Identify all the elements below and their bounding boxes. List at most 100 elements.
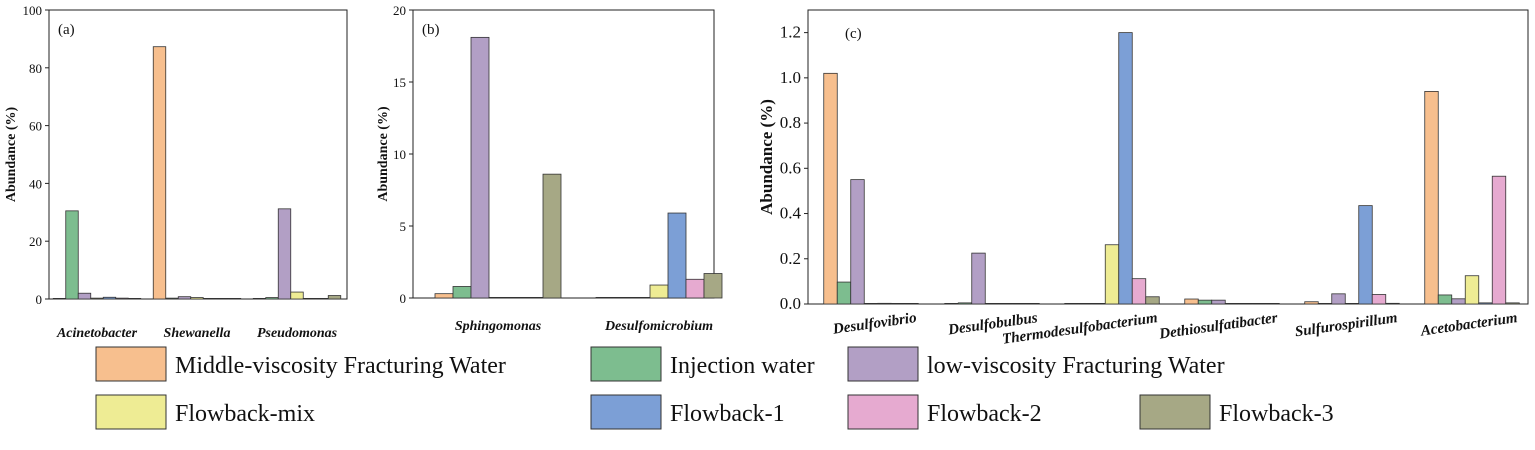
y-tick-label: 80 bbox=[29, 61, 42, 76]
bar-desulfobulbus-flowback-mix bbox=[984, 302, 1000, 305]
legend-label-flowback-mix: Flowback-mix bbox=[175, 401, 315, 427]
bar-sulfurospirillum-middle-viscosity-fracturing-water bbox=[1304, 301, 1319, 305]
category-label: Pseudomonas bbox=[257, 326, 338, 341]
bar-sphingomonas-flowback-2 bbox=[524, 296, 544, 299]
y-tick-label: 100 bbox=[23, 3, 43, 18]
legend-label-low-viscosity-fracturing-water: low-viscosity Fracturing Water bbox=[927, 353, 1225, 379]
bar-desulfovibrio-middle-viscosity-fracturing-water bbox=[823, 72, 838, 305]
bar-desulfovibrio-flowback-2 bbox=[890, 302, 906, 305]
bar-desulfovibrio-flowback-mix bbox=[863, 302, 879, 305]
y-tick-label: 15 bbox=[393, 75, 406, 90]
category-label: Desulfovibrio bbox=[831, 310, 918, 338]
bar-pseudomonas-middle-viscosity-fracturing-water bbox=[252, 297, 267, 300]
bar-shewanella-flowback-mix bbox=[190, 297, 204, 300]
legend-label-middle-viscosity-fracturing-water: Middle-viscosity Fracturing Water bbox=[175, 353, 506, 379]
y-tick-label: 10 bbox=[393, 147, 406, 162]
bar-desulfomicrobium-injection-water bbox=[613, 296, 633, 299]
bar-desulfobulbus-injection-water bbox=[957, 302, 973, 305]
bar-pseudomonas-low-viscosity-fracturing-water bbox=[277, 208, 292, 300]
y-tick-label: 0.8 bbox=[780, 113, 801, 132]
legend-swatch-flowback-2 bbox=[847, 394, 919, 430]
bar-dethiosulfatibacter-low-viscosity-fracturing-water bbox=[1211, 299, 1226, 305]
panel-label: (a) bbox=[58, 22, 75, 38]
y-axis-label: Abundance (%) bbox=[4, 107, 19, 203]
bar-desulfobulbus-flowback-3 bbox=[1025, 302, 1040, 305]
bar-shewanella-flowback-1 bbox=[202, 297, 217, 300]
bar-thermodesulfobacterium-flowback-2 bbox=[1131, 278, 1147, 305]
legend-swatch-low-viscosity-fracturing-water bbox=[847, 346, 919, 382]
y-tick-label: 0.0 bbox=[780, 294, 801, 313]
bar-sulfurospirillum-flowback-mix bbox=[1344, 302, 1360, 305]
y-tick-label: 5 bbox=[400, 219, 407, 234]
y-tick-label: 0 bbox=[36, 292, 43, 307]
bar-dethiosulfatibacter-flowback-1 bbox=[1238, 302, 1253, 305]
panel-c: (c) 0.0 0.2 0.4 0.6 0.8 1.0 1.2 Abundance (%) Des… bbox=[757, 9, 1529, 348]
plot-frame bbox=[807, 9, 1529, 305]
category-label: Acetobacterium bbox=[1419, 310, 1519, 340]
bar-pseudomonas-injection-water bbox=[265, 297, 279, 300]
bar-sphingomonas-flowback-1 bbox=[506, 296, 526, 299]
y-axis-label: Abundance (%) bbox=[757, 99, 776, 215]
bar-sulfurospirillum-flowback-1 bbox=[1358, 205, 1373, 305]
y-tick-label: 0.2 bbox=[780, 249, 801, 268]
bar-desulfobulbus-low-viscosity-fracturing-water bbox=[971, 252, 986, 305]
bar-pseudomonas-flowback-mix bbox=[290, 291, 304, 300]
bar-desulfomicrobium-flowback-3 bbox=[703, 273, 723, 299]
legend-label-flowback-1: Flowback-1 bbox=[670, 401, 785, 427]
bar-acetobacterium-injection-water bbox=[1437, 294, 1453, 305]
bar-sphingomonas-low-viscosity-fracturing-water bbox=[470, 36, 490, 299]
category-label: Sulfurospirillum bbox=[1294, 310, 1399, 340]
bar-sulfurospirillum-flowback-2 bbox=[1371, 294, 1387, 305]
y-tick-label: 20 bbox=[393, 3, 406, 18]
y-tick-label: 60 bbox=[29, 119, 42, 134]
bar-desulfovibrio-flowback-3 bbox=[904, 302, 919, 305]
bar-desulfobulbus-flowback-1 bbox=[998, 302, 1013, 305]
bar-acinetobacter-flowback-3 bbox=[127, 297, 142, 300]
bar-thermodesulfobacterium-flowback-1 bbox=[1118, 32, 1133, 305]
bar-acetobacterium-low-viscosity-fracturing-water bbox=[1451, 298, 1466, 305]
bar-sphingomonas-flowback-3 bbox=[542, 173, 562, 299]
bar-thermodesulfobacterium-middle-viscosity-fracturing-water bbox=[1064, 302, 1079, 305]
bar-acinetobacter-flowback-2 bbox=[115, 297, 129, 300]
category-label: Desulfomicrobium bbox=[604, 319, 713, 334]
panel-b: (b) 0 5 10 15 20 Abundance (%) Sphingomonas Desu… bbox=[376, 3, 723, 334]
y-axis-label: Abundance (%) bbox=[376, 106, 391, 202]
bar-desulfobulbus-middle-viscosity-fracturing-water bbox=[944, 302, 959, 305]
bar-acinetobacter-middle-viscosity-fracturing-water bbox=[52, 297, 67, 300]
bar-dethiosulfatibacter-flowback-mix bbox=[1224, 302, 1240, 305]
panel-a: (a) 0 20 40 60 80 100 Abundance (%) Acinetobacte… bbox=[4, 3, 348, 341]
bar-shewanella-low-viscosity-fracturing-water bbox=[177, 296, 192, 300]
bar-acetobacterium-flowback-1 bbox=[1478, 302, 1493, 305]
bar-dethiosulfatibacter-injection-water bbox=[1197, 299, 1213, 305]
bar-shewanella-injection-water bbox=[165, 297, 179, 300]
bar-thermodesulfobacterium-flowback-mix bbox=[1104, 244, 1120, 305]
bar-shewanella-middle-viscosity-fracturing-water bbox=[152, 46, 167, 300]
bar-sulfurospirillum-flowback-3 bbox=[1385, 302, 1400, 305]
bar-shewanella-flowback-2 bbox=[215, 297, 229, 300]
bar-acetobacterium-flowback-mix bbox=[1464, 275, 1480, 305]
bar-sulfurospirillum-injection-water bbox=[1317, 302, 1333, 305]
bar-dethiosulfatibacter-flowback-3 bbox=[1265, 302, 1280, 305]
bar-thermodesulfobacterium-low-viscosity-fracturing-water bbox=[1091, 302, 1106, 305]
bar-pseudomonas-flowback-3 bbox=[327, 295, 342, 300]
bar-acinetobacter-flowback-mix bbox=[90, 297, 104, 300]
bar-dethiosulfatibacter-flowback-2 bbox=[1251, 302, 1267, 305]
y-tick-label: 1.0 bbox=[780, 68, 801, 87]
bar-shewanella-flowback-3 bbox=[227, 297, 242, 300]
bar-acinetobacter-low-viscosity-fracturing-water bbox=[77, 292, 92, 300]
bar-desulfomicrobium-flowback-1 bbox=[667, 212, 687, 299]
bar-acetobacterium-flowback-3 bbox=[1505, 302, 1520, 305]
bar-pseudomonas-flowback-1 bbox=[302, 297, 317, 300]
legend-label-flowback-2: Flowback-2 bbox=[927, 401, 1042, 427]
y-tick-label: 40 bbox=[29, 176, 42, 191]
y-tick-label: 20 bbox=[29, 234, 42, 249]
bar-thermodesulfobacterium-flowback-3 bbox=[1145, 296, 1160, 305]
bar-acinetobacter-flowback-1 bbox=[102, 296, 117, 300]
bar-desulfovibrio-flowback-1 bbox=[877, 302, 892, 305]
legend-swatch-middle-viscosity-fracturing-water bbox=[95, 346, 167, 382]
bar-desulfomicrobium-middle-viscosity-fracturing-water bbox=[595, 296, 615, 299]
category-label: Acinetobacter bbox=[56, 326, 138, 341]
bar-desulfomicrobium-low-viscosity-fracturing-water bbox=[631, 296, 651, 299]
plot-frame bbox=[48, 9, 348, 300]
